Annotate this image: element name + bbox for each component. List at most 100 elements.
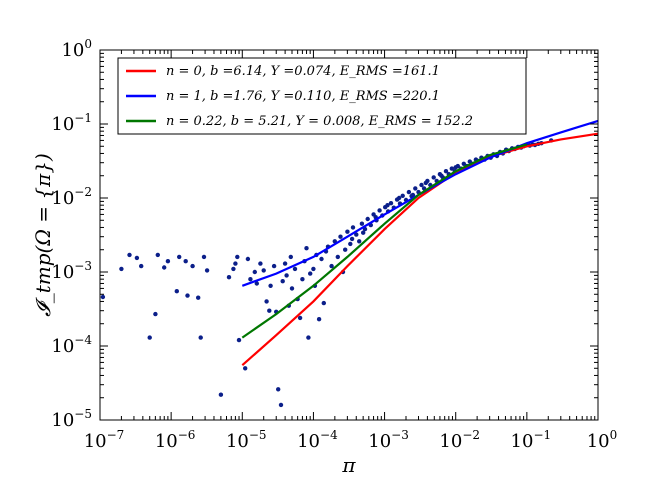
y-tick-label-1: 10−4 <box>51 333 92 357</box>
scatter-point-27 <box>248 277 253 282</box>
scatter-point-57 <box>319 256 324 262</box>
scatter-point-25 <box>243 366 248 371</box>
scatter-point-66 <box>343 247 348 252</box>
scatter-point-102 <box>449 166 454 171</box>
scatter-point-34 <box>268 283 273 288</box>
scatter-point-64 <box>338 234 343 239</box>
scatter-point-90 <box>413 186 418 191</box>
scatter-point-11 <box>177 254 182 260</box>
scatter-point-21 <box>231 266 236 272</box>
scatter-point-19 <box>218 392 224 397</box>
axis-tick-labels: 10−7 10−6 10−5 10−4 10−3 10−2 10−1 100 10−5 10−4 1… <box>51 37 617 452</box>
scatter-point-20 <box>226 275 232 280</box>
series-line-0 <box>241 132 599 367</box>
scatter-point-12 <box>183 259 188 264</box>
scatter-point-68 <box>348 241 353 247</box>
scatter-point-8 <box>162 265 167 270</box>
scatter-point-3 <box>134 255 140 261</box>
scatter-point-82 <box>388 201 394 206</box>
scatter-point-58 <box>321 300 326 306</box>
scatter-point-26 <box>245 256 251 262</box>
scatter-point-40 <box>282 261 288 266</box>
scatter-point-28 <box>252 269 257 275</box>
scatter-point-24 <box>236 337 242 343</box>
scatter-point-35 <box>271 263 277 269</box>
legend-label-1: n = 1, b =1.76, Y =0.110, E_RMS =220.1 <box>166 89 440 104</box>
scatter-point-5 <box>147 335 152 340</box>
scatter-point-134 <box>349 236 355 242</box>
scatter-point-15 <box>196 295 201 300</box>
scatter-point-39 <box>280 279 285 284</box>
scatter-point-0 <box>100 294 106 300</box>
scatter-point-51 <box>306 335 311 340</box>
scatter-point-32 <box>264 299 269 304</box>
scatter-point-74 <box>365 216 370 222</box>
legend-box <box>117 57 527 135</box>
scatter-point-141 <box>439 173 444 178</box>
scatter-point-72 <box>359 221 365 226</box>
scatter-point-45 <box>292 266 298 272</box>
scatter-point-70 <box>354 232 359 237</box>
scatter-point-138 <box>396 195 402 201</box>
scatter-point-44 <box>289 286 295 291</box>
scatter-point-6 <box>153 311 158 317</box>
scatter-point-78 <box>377 208 382 213</box>
scatter-point-14 <box>190 263 195 269</box>
x-tick-label-1: 10−6 <box>155 428 196 452</box>
scatter-point-135 <box>361 230 366 235</box>
scatter-point-2 <box>127 252 132 258</box>
scatter-point-17 <box>201 254 207 260</box>
scatter-point-23 <box>235 254 240 260</box>
scatter-point-67 <box>345 229 350 234</box>
series-line-2 <box>241 143 528 339</box>
scatter-point-37 <box>276 387 281 392</box>
scatter-point-69 <box>350 225 356 230</box>
x-tick-label-2: 10−5 <box>226 428 267 452</box>
x-axis-label: π <box>341 453 356 477</box>
x-tick-label-0: 10−7 <box>84 428 125 452</box>
scatter-point-71 <box>357 239 362 244</box>
scatter-point-52 <box>308 271 313 276</box>
x-tick-label-6: 10−1 <box>511 428 552 452</box>
scatter-point-137 <box>385 203 390 208</box>
x-tick-label-3: 10−4 <box>297 428 338 452</box>
scatter-point-30 <box>258 261 263 266</box>
y-tick-label-5: 100 <box>61 37 92 61</box>
scatter-point-88 <box>406 189 412 195</box>
scatter-point-56 <box>316 317 322 322</box>
x-tick-label-4: 10−3 <box>368 428 409 452</box>
scatter-point-53 <box>311 266 316 272</box>
y-tick-label-3: 10−2 <box>51 185 92 209</box>
plot-frame <box>99 49 599 421</box>
scatter-point-96 <box>431 175 436 180</box>
x-tick-label-5: 10−2 <box>439 428 480 452</box>
scatter-point-106 <box>461 161 466 166</box>
y-tick-label-2: 10−3 <box>51 259 92 283</box>
scatter-point-41 <box>284 273 289 278</box>
scatter-point-33 <box>267 308 272 313</box>
scatter-point-22 <box>233 261 238 266</box>
scatter-point-29 <box>254 281 259 286</box>
x-tick-label-7: 100 <box>587 428 618 452</box>
scatter-point-18 <box>204 268 210 273</box>
scatter-point-48 <box>300 277 305 282</box>
scatter-point-9 <box>165 259 171 264</box>
scatter-point-139 <box>410 192 416 198</box>
scatter-point-16 <box>198 335 203 340</box>
scatter-point-43 <box>288 254 293 260</box>
scatter-point-13 <box>185 293 190 298</box>
y-tick-label-4: 10−1 <box>51 111 92 135</box>
scatter-point-7 <box>155 252 160 258</box>
scatter-point-38 <box>278 402 284 408</box>
scatter-point-140 <box>423 180 428 186</box>
legend-label-0: n = 0, b =6.14, Y =0.074, E_RMS =161.1 <box>166 64 440 79</box>
scatter-point-31 <box>261 268 266 273</box>
scatter-point-63 <box>335 254 340 260</box>
scatter-point-86 <box>400 193 405 198</box>
axis-ticks <box>99 49 599 421</box>
scatter-point-100 <box>443 169 449 174</box>
scatter-point-10 <box>174 289 179 294</box>
fit-lines <box>241 119 599 367</box>
scatter-point-61 <box>329 263 334 269</box>
